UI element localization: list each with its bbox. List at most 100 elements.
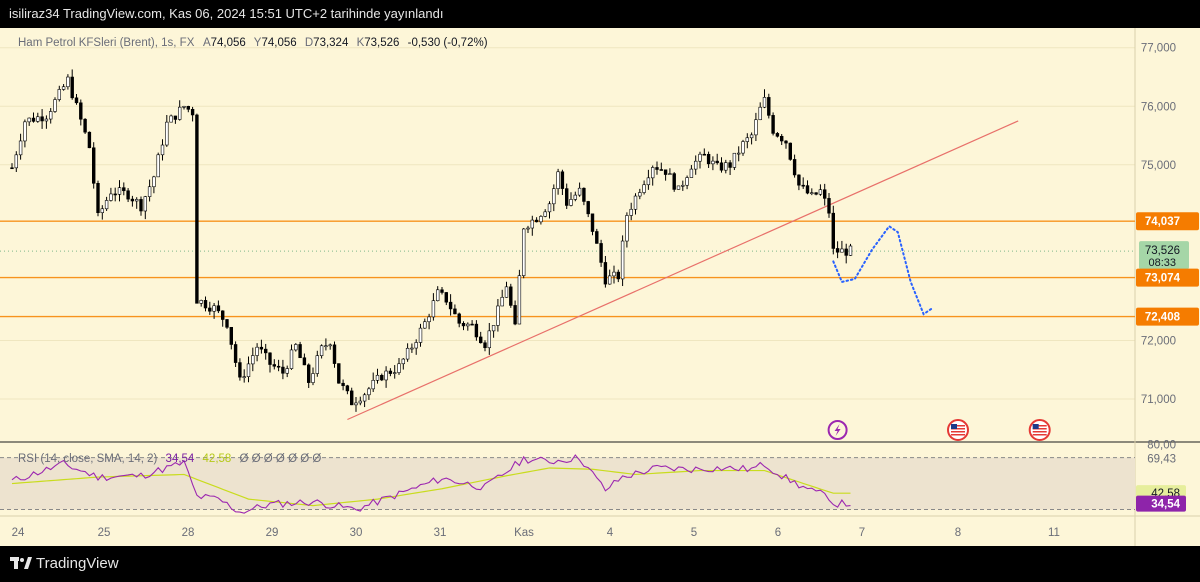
- candle-body: [122, 187, 126, 192]
- candle-body: [534, 219, 539, 223]
- candle-body: [620, 240, 625, 280]
- us-flag-icon[interactable]: [947, 419, 969, 441]
- candle-body: [569, 199, 573, 206]
- candle-body: [100, 208, 105, 214]
- candle-body: [724, 162, 728, 171]
- candle-body: [384, 370, 388, 381]
- flag-stripe: [951, 434, 965, 436]
- rsi-band: [0, 457, 1135, 510]
- candle-body: [332, 344, 337, 364]
- candle-body: [805, 185, 810, 194]
- time-label: 11: [1048, 527, 1060, 539]
- candle-body: [178, 106, 182, 120]
- chart-frame[interactable]: 77,000 76,000 75,000 72,000 71,000 73,526 08:3…: [0, 28, 1200, 546]
- level-tag[interactable]: 72,408: [1136, 307, 1199, 326]
- level-tag[interactable]: 73,074: [1136, 268, 1199, 287]
- rsi-legend-value: 34,54: [166, 453, 195, 465]
- candle-body: [337, 363, 341, 384]
- level-tag[interactable]: 74,037: [1136, 212, 1199, 231]
- support-trendline[interactable]: [347, 120, 1019, 421]
- candles: [10, 69, 853, 412]
- candle-body: [547, 203, 552, 213]
- chart-header: isiliraz34 TradingView.com, Kas 06, 2024…: [0, 0, 1200, 28]
- time-axis[interactable]: 24 25 28 29 30 31 Kas 4 5 6 7 8 11: [0, 515, 1200, 539]
- rsi-tick-label: 69,43: [1147, 453, 1176, 465]
- candle-body: [659, 169, 664, 171]
- candle-body: [500, 296, 504, 307]
- flag-stripe: [951, 431, 965, 433]
- projection-path[interactable]: [832, 224, 934, 316]
- candle-body: [560, 171, 565, 189]
- rsi-legend-sma: 42,58: [203, 453, 232, 465]
- flag-stripe: [951, 428, 965, 430]
- high-label: Y: [254, 37, 262, 49]
- candle-body: [225, 319, 229, 328]
- candle-body: [18, 140, 23, 156]
- candle-body: [564, 188, 569, 206]
- candle-body: [96, 183, 100, 214]
- candle-body: [749, 134, 754, 139]
- candle-body: [414, 342, 418, 349]
- candle-body: [349, 390, 354, 406]
- us-flag-icon[interactable]: [1028, 419, 1051, 441]
- candle-body: [401, 358, 405, 365]
- candle-body: [732, 152, 737, 168]
- candle-body: [543, 211, 547, 217]
- candle-body: [818, 189, 823, 195]
- price-tick-label: 77,000: [1141, 43, 1176, 55]
- time-label: 29: [266, 527, 279, 539]
- candle-body: [57, 89, 62, 100]
- candle-body: [23, 121, 27, 142]
- candle-body: [87, 131, 92, 149]
- flag-canton: [951, 424, 957, 429]
- time-label: 5: [691, 527, 697, 539]
- candle-body: [328, 344, 332, 347]
- candle-body: [556, 171, 560, 189]
- candle-body: [633, 195, 638, 210]
- candle-body: [573, 194, 578, 200]
- candle-body: [784, 140, 788, 144]
- candle-body: [246, 363, 251, 377]
- rsi-value-tag[interactable]: 34,54: [1136, 495, 1186, 512]
- candle-body: [612, 271, 616, 277]
- candle-body: [285, 368, 289, 374]
- candle-body: [48, 111, 53, 120]
- candle-body: [616, 271, 621, 280]
- last-price-value: 73,526: [1145, 245, 1180, 257]
- time-label: 8: [955, 527, 961, 539]
- lightning-icon[interactable]: [827, 420, 848, 440]
- candle-body: [440, 289, 444, 293]
- candle-body: [582, 187, 586, 202]
- symbol-name: Ham Petrol KFSleri (Brent), 1s, FX: [18, 37, 195, 49]
- open-value: 74,056: [211, 37, 246, 49]
- candle-body: [190, 109, 195, 116]
- candle-body: [590, 213, 595, 232]
- price-chart[interactable]: 77,00076,00075,00072,00071,00073,52608:3…: [0, 28, 1200, 546]
- event-icons[interactable]: [827, 419, 1051, 441]
- tradingview-logo-icon: [10, 557, 32, 569]
- level-tag-bg: [1136, 212, 1199, 231]
- rsi-value-tag-label: 34,54: [1151, 499, 1180, 511]
- candle-body: [104, 200, 109, 210]
- candle-body: [139, 199, 143, 212]
- candle-body: [392, 372, 397, 374]
- candle-body: [251, 355, 255, 365]
- high-value: 74,056: [261, 37, 296, 49]
- level-tag-label: 73,074: [1145, 273, 1181, 285]
- candle-body: [822, 189, 827, 199]
- horizontal-levels[interactable]: [0, 220, 1135, 318]
- projection-group[interactable]: [832, 224, 934, 316]
- candle-body: [607, 275, 612, 285]
- candle-body: [526, 227, 530, 230]
- flag-stripe: [1032, 425, 1047, 427]
- candle-body: [676, 185, 681, 190]
- candle-body: [354, 402, 358, 406]
- trendline-group[interactable]: [347, 120, 1019, 421]
- last-price-bg: [1139, 241, 1189, 270]
- candle-body: [418, 327, 423, 343]
- time-label: 28: [182, 527, 195, 539]
- candle-body: [539, 216, 543, 223]
- candle-body: [779, 135, 784, 142]
- price-axis[interactable]: 77,000 76,000 75,000 72,000 71,000 73,52608:3…: [1136, 43, 1199, 512]
